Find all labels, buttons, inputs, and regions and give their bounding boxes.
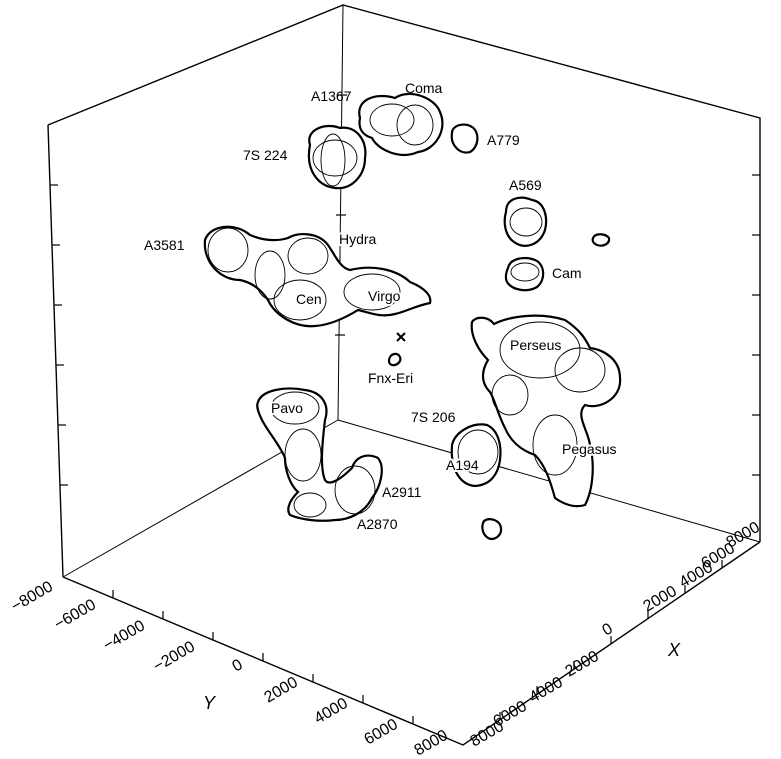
label-perseus: Perseus (510, 337, 561, 353)
label-hydra: Hydra (339, 231, 377, 247)
label-a194: A194 (446, 457, 479, 473)
y-tick-label: −6000 (52, 596, 100, 633)
y-tick-label: 2000 (262, 674, 301, 707)
label-a2870: A2870 (357, 516, 398, 532)
label-virgo: Virgo (368, 288, 401, 304)
label-a3581: A3581 (144, 237, 185, 253)
label-a779: A779 (487, 132, 520, 148)
blob-7s206-a194 (450, 423, 502, 488)
y-tick-label: 4000 (312, 695, 351, 728)
label-a1367: A1367 (311, 88, 352, 104)
label-7s206: 7S 206 (411, 409, 456, 425)
blob-pavo-a2870-a2911 (256, 387, 383, 522)
y-tick-label: 0 (230, 656, 246, 675)
structure-labels: Coma A1367 A779 7S 224 A569 A3581 Hydra … (144, 80, 618, 532)
blob-a3581-cen-virgo (203, 225, 432, 328)
x-tick-label: 8000 (724, 519, 763, 552)
label-pegasus: Pegasus (562, 441, 616, 457)
label-coma: Coma (405, 80, 443, 96)
y-axis-ticks (112, 590, 414, 724)
label-cam: Cam (552, 265, 582, 281)
blob-small-bottom (481, 518, 503, 540)
x-tick-label: 2000 (563, 648, 602, 681)
blob-a569 (503, 196, 548, 247)
box-bottom-edges (62, 541, 761, 746)
label-pavo: Pavo (271, 400, 303, 416)
y-axis-title: Y (203, 693, 217, 713)
y-tick-label: −8000 (9, 578, 57, 615)
x-axis-ticks (499, 560, 723, 720)
box-left-edge (47, 124, 64, 578)
label-fnx-eri: Fnx-Eri (368, 370, 413, 386)
x-tick-label: 0 (600, 620, 616, 639)
blob-coma-group (358, 92, 444, 156)
label-a569: A569 (509, 177, 542, 193)
blob-perseus-pegasus (470, 314, 622, 508)
x-tick-label: 6000 (491, 698, 530, 731)
blob-fnx-eri (387, 352, 402, 367)
x-axis-title: X (667, 640, 681, 660)
center-cross-marker (396, 332, 406, 342)
y-axis-tick-labels: −8000 −6000 −4000 −2000 0 2000 4000 6000… (9, 578, 451, 759)
y-tick-label: −2000 (151, 638, 199, 675)
box-back-edges (47, 4, 761, 542)
y-tick-label: 6000 (362, 716, 401, 749)
blob-small-right (591, 233, 611, 247)
x-axis-tick-labels: 8000 6000 4000 2000 0 2000 4000 6000 800… (468, 519, 763, 751)
box-inner-vertical (337, 4, 344, 421)
label-7s224: 7S 224 (243, 147, 288, 163)
blob-cam (504, 257, 545, 292)
z-axis-ticks-right (752, 174, 760, 476)
blob-7s224 (307, 124, 367, 190)
x-tick-label: 4000 (527, 674, 566, 707)
label-cen: Cen (296, 291, 322, 307)
z-axis-ticks-left (50, 184, 68, 486)
y-tick-label: −4000 (101, 617, 149, 654)
label-a2911: A2911 (382, 484, 422, 500)
blob-a779 (450, 123, 479, 154)
